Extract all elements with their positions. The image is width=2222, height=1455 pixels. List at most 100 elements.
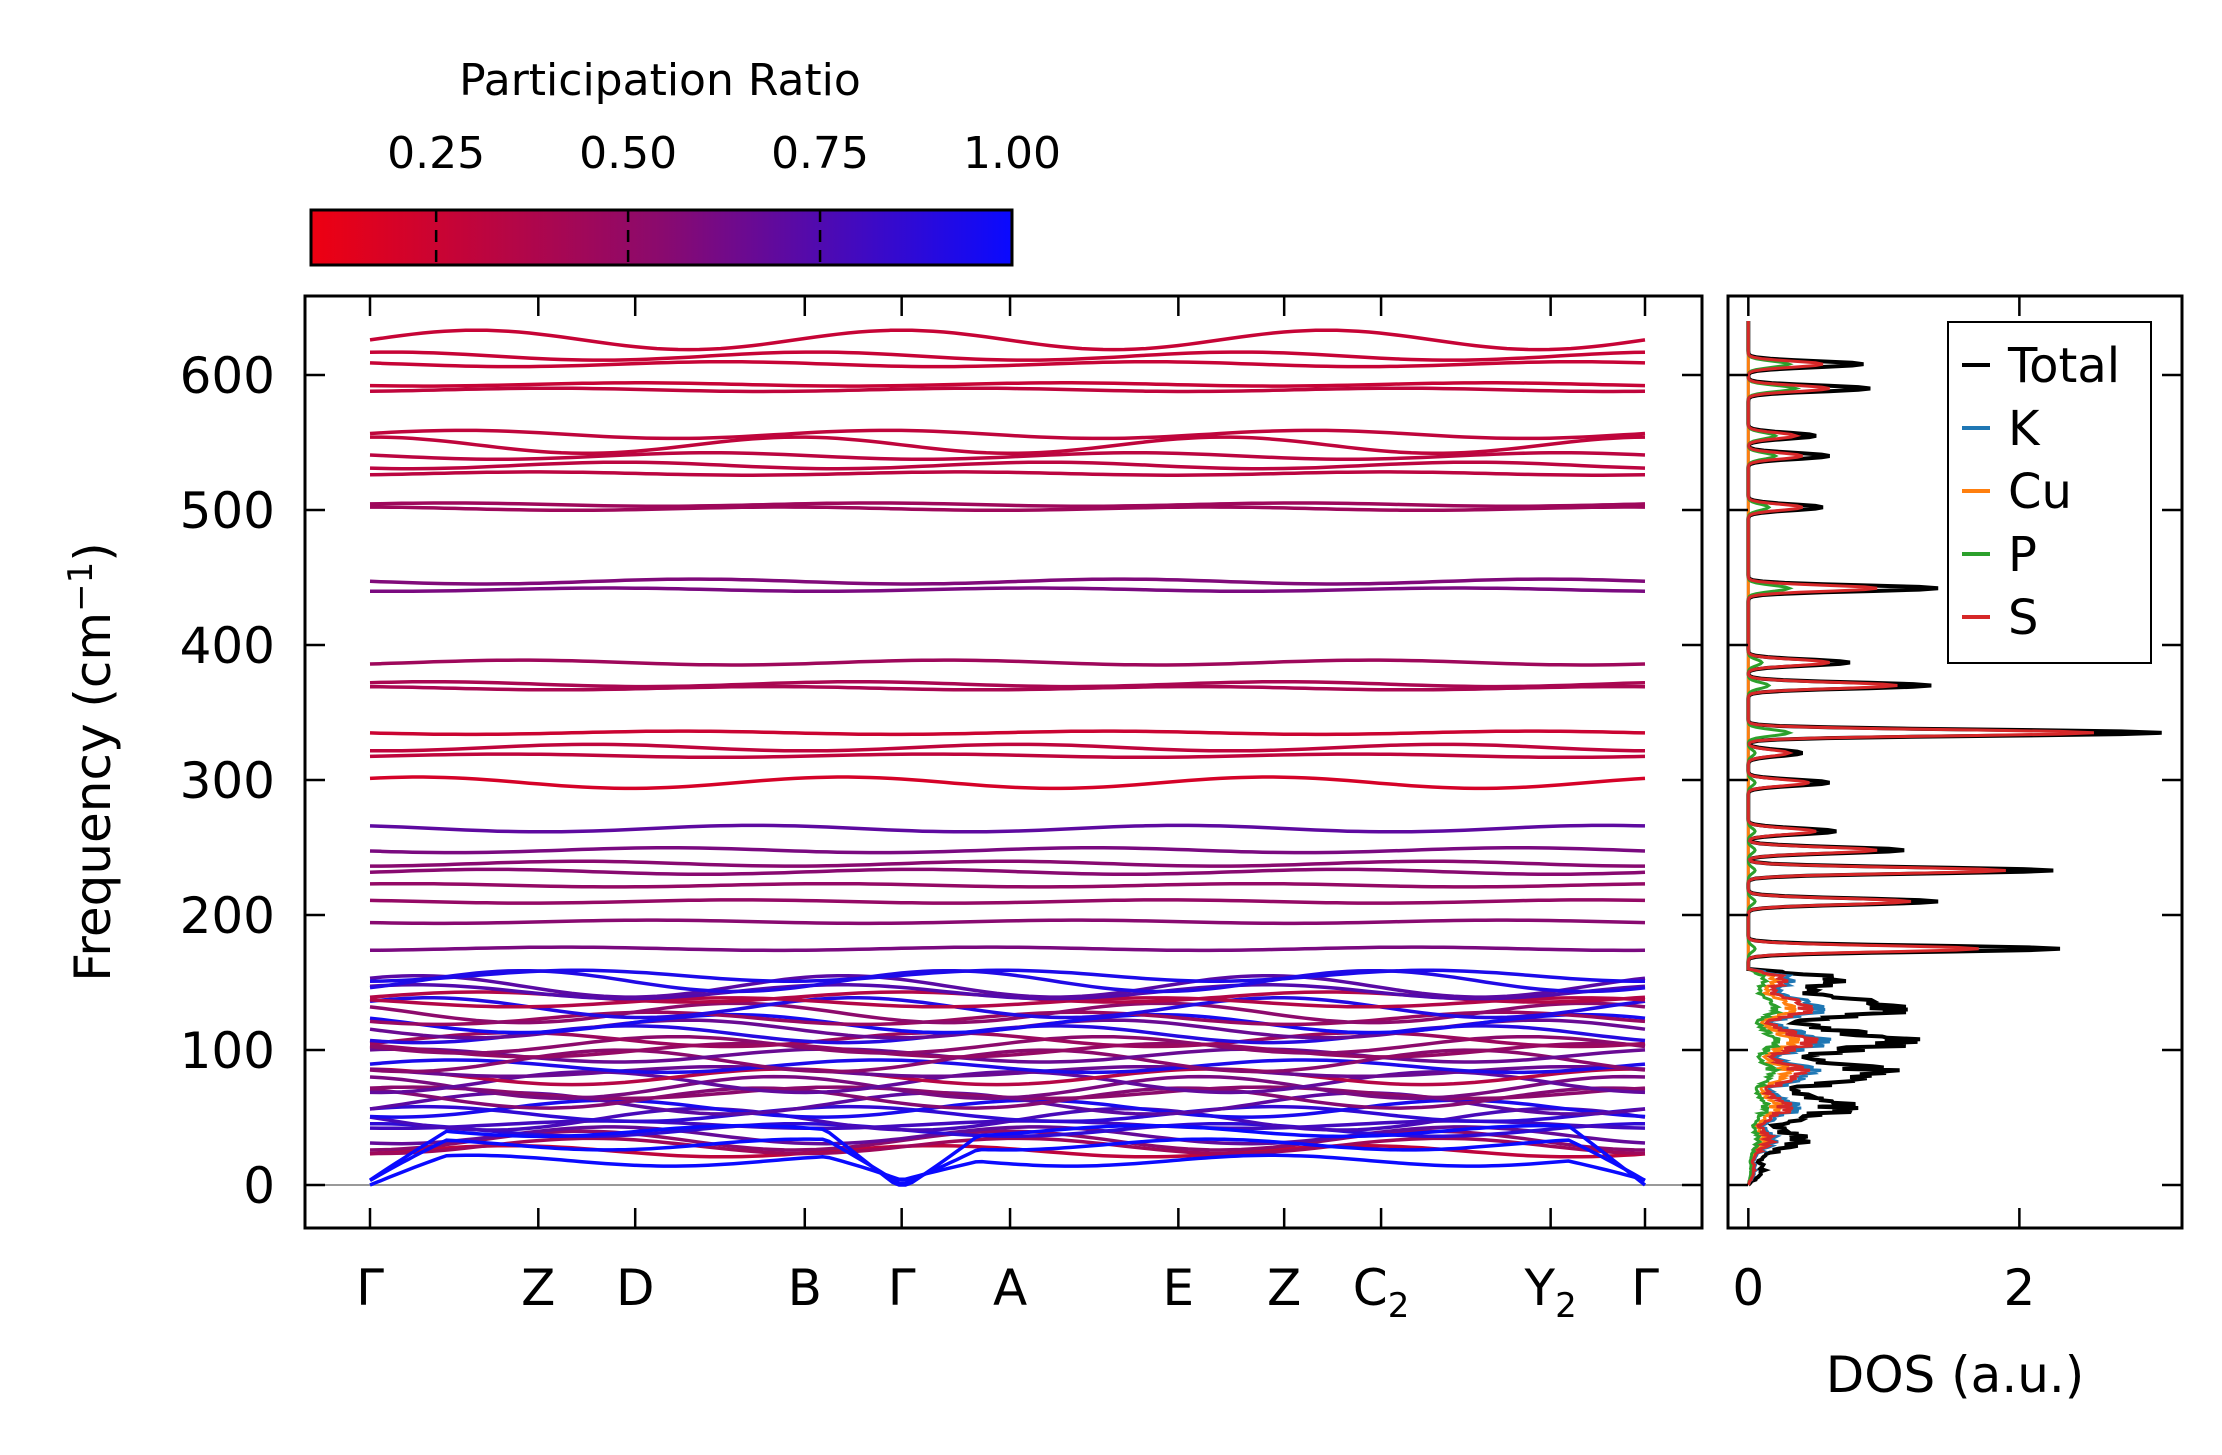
acoustic-branch (369, 1123, 1647, 1187)
colorbar-tick-labels: 0.25 0.50 0.75 1.00 (387, 128, 1061, 179)
colorbar-tick-label: 0.75 (771, 128, 869, 179)
kpath-axis: Γ Z D B Γ A E Z C2 Y2 Γ (356, 296, 1659, 1326)
kpoint-label: Γ (1631, 1259, 1659, 1317)
phonon-bands (369, 328, 1647, 1187)
dos-curves (1746, 321, 2162, 1187)
kpoint-label: Γ (888, 1259, 916, 1317)
frequency-tick-label: 400 (180, 617, 275, 675)
phonon-band (369, 328, 1646, 352)
kpoint-label: B (788, 1259, 822, 1317)
frequency-axis-label: Frequency (cm−1) (61, 542, 122, 982)
frequency-axis: 0 100 200 300 400 500 600 (180, 347, 1702, 1215)
phonon-band (369, 1001, 1646, 1025)
phonon-band (369, 381, 1646, 388)
band-structure-panel: 0 100 200 300 400 500 600 Γ Z D B Γ A E Z C2 Y2 Γ Freque… (61, 294, 1704, 1326)
colorbar-gradient (309, 208, 1014, 267)
kpoint-label: C2 (1353, 1259, 1410, 1326)
phonon-band (369, 658, 1646, 667)
frequency-tick-label: 600 (180, 347, 275, 405)
phonon-band (370, 505, 1646, 513)
phonon-band (369, 881, 1646, 889)
frequency-tick-label: 0 (243, 1157, 275, 1215)
phonon-band (369, 1047, 1646, 1064)
phonon-band (369, 1086, 1646, 1110)
phonon-band (369, 386, 1646, 394)
phonon-band (369, 867, 1646, 876)
phonon-band (369, 1030, 1646, 1049)
phonon-band (369, 1041, 1646, 1059)
phonon-band (369, 1136, 1646, 1156)
phonon-band (370, 435, 1646, 456)
legend-label: Total (2007, 338, 2120, 394)
phonon-band (369, 898, 1646, 905)
phonon-band (369, 428, 1646, 441)
phonon-band (369, 470, 1646, 477)
phonon-band (369, 684, 1646, 692)
phonon-band (369, 968, 1645, 983)
phonon-band (369, 968, 1646, 994)
phonon-band (369, 1074, 1646, 1101)
phonon-band (369, 775, 1646, 791)
phonon-band (369, 1106, 1646, 1132)
legend-label: S (2008, 590, 2038, 646)
phonon-band (369, 577, 1646, 586)
phonon-band (370, 859, 1645, 868)
frequency-tick-label: 300 (180, 752, 275, 810)
phonon-band (369, 918, 1646, 926)
phonon-band (369, 945, 1646, 953)
colorbar-title: Participation Ratio (459, 55, 861, 106)
colorbar-tick-label: 0.50 (579, 128, 677, 179)
colorbar-tick-label: 1.00 (963, 128, 1061, 179)
kpoint-label: Y2 (1524, 1259, 1577, 1326)
phonon-band (369, 1048, 1646, 1074)
phonon-band (369, 996, 1646, 1020)
legend-label: P (2008, 527, 2037, 583)
phonon-band (369, 1070, 1646, 1095)
phonon-band (369, 823, 1646, 834)
phonon-band (369, 350, 1646, 362)
phonon-band (369, 996, 1646, 1009)
colorbar: Participation Ratio 0.25 0.50 0.75 1.00 (309, 55, 1061, 267)
dos-axis-label: DOS (a.u.) (1826, 1346, 2085, 1404)
kpoint-label: E (1163, 1259, 1195, 1317)
phonon-band (369, 501, 1646, 508)
dos-x-tick-label: 0 (1732, 1259, 1764, 1317)
phonon-band (369, 1104, 1646, 1124)
dos-x-tick-label: 2 (2003, 1259, 2035, 1317)
colorbar-tick-label: 0.25 (387, 128, 485, 179)
phonon-band (369, 1058, 1646, 1075)
kpoint-label: Γ (356, 1259, 384, 1317)
phonon-band (369, 1125, 1646, 1146)
band-axes-frame (303, 294, 1704, 1230)
frequency-tick-label: 100 (180, 1022, 275, 1080)
frequency-tick-label: 200 (180, 887, 275, 945)
phonon-band (370, 742, 1646, 753)
phonon-band (369, 1098, 1646, 1119)
phonon-band (369, 679, 1646, 689)
phonon-band (369, 451, 1646, 461)
phonon-band (369, 1034, 1646, 1055)
phonon-band (369, 460, 1646, 471)
phonon-band (369, 1067, 1646, 1087)
phonon-band (369, 752, 1646, 760)
frequency-tick-label: 500 (180, 482, 275, 540)
acoustic-branch (369, 1137, 1646, 1185)
dos-curve-s (1746, 321, 2094, 1186)
phonon-band (369, 1012, 1646, 1035)
acoustic-branch (369, 1153, 1646, 1187)
phonon-band (369, 973, 1646, 999)
colorbar-ticks (434, 210, 822, 265)
phonon-band (369, 983, 1646, 1001)
kpoint-label: D (616, 1259, 655, 1317)
legend-label: K (2008, 401, 2041, 457)
phonon-band (370, 586, 1646, 594)
phonon-band (369, 846, 1646, 855)
dos-y-ticks (1728, 373, 2182, 1187)
phonon-band (369, 729, 1646, 737)
dos-axes-frame (1726, 294, 2184, 1230)
dos-legend: Total K Cu PS (1947, 321, 2152, 664)
phonon-band (369, 360, 1646, 369)
